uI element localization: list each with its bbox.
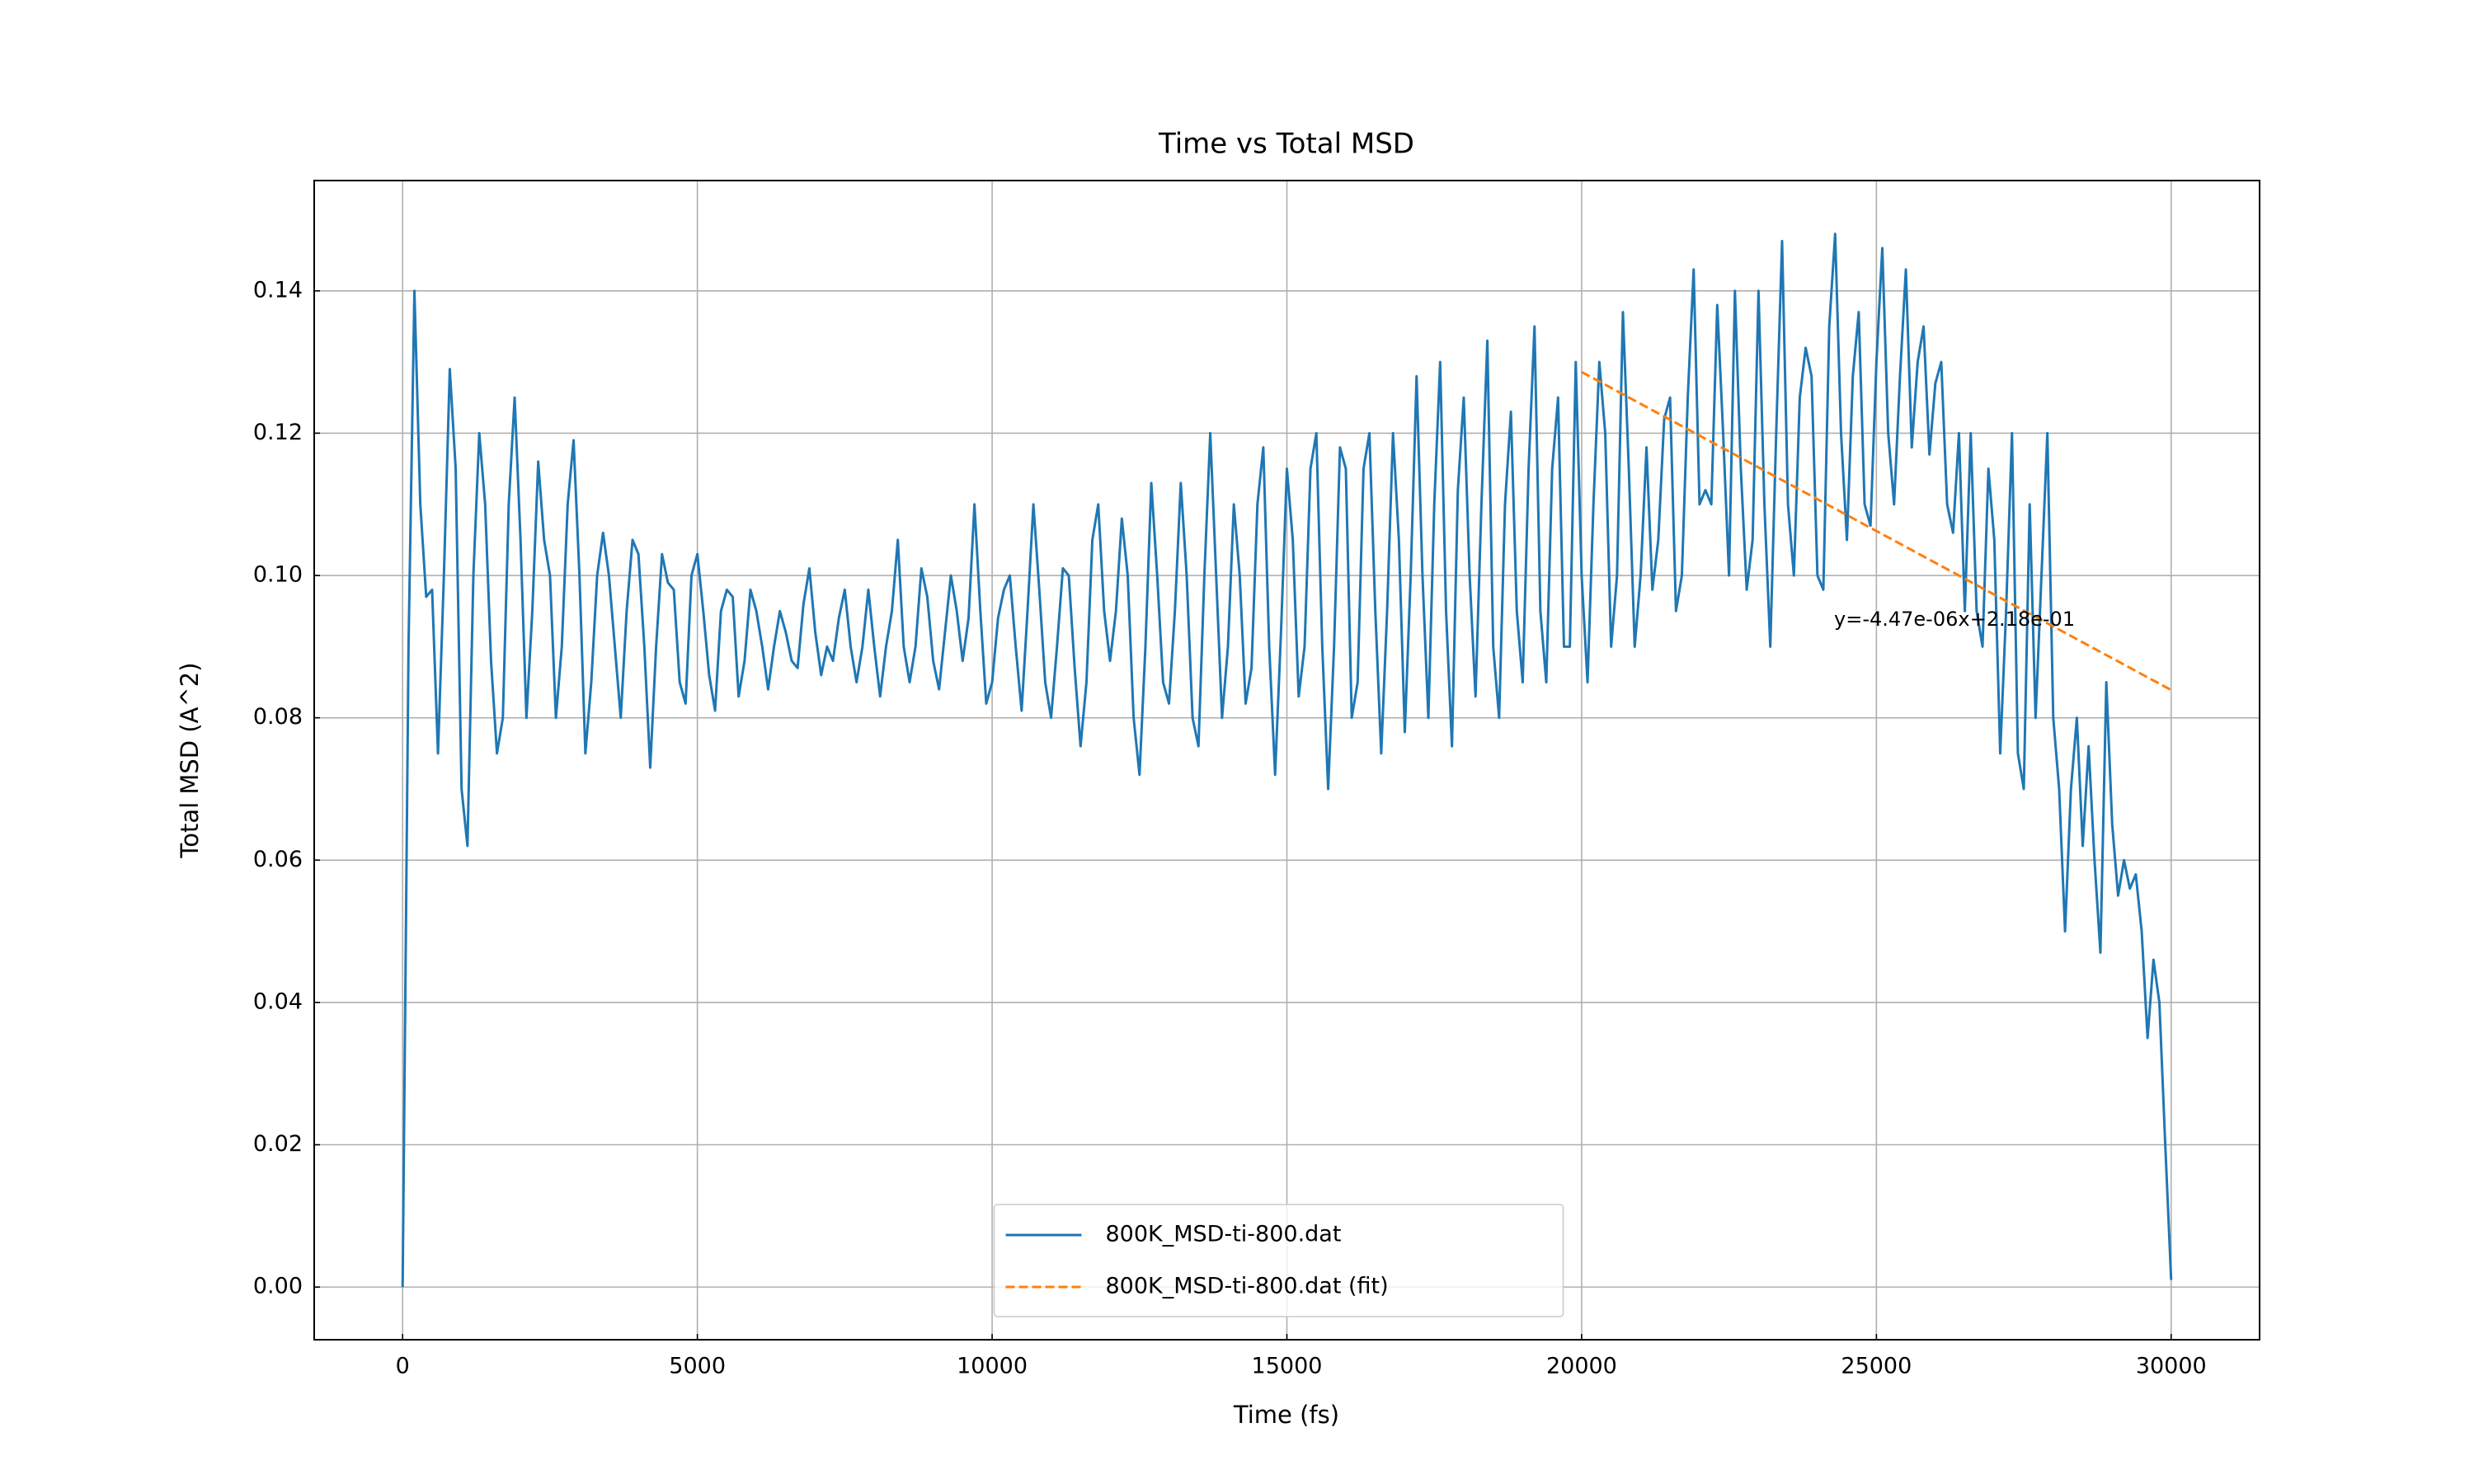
x-tick-label: 15000 xyxy=(1252,1354,1323,1379)
y-tick-label: 0.14 xyxy=(253,277,303,303)
plot-frame xyxy=(313,180,2260,1341)
x-tick-label: 25000 xyxy=(1841,1354,1912,1379)
legend-label: 800K_MSD-ti-800.dat xyxy=(1106,1222,1342,1247)
legend-label: 800K_MSD-ti-800.dat (fit) xyxy=(1106,1274,1389,1299)
y-tick-label: 0.06 xyxy=(253,847,303,872)
x-tick-label: 20000 xyxy=(1546,1354,1617,1379)
x-tick-label: 0 xyxy=(396,1354,410,1379)
y-tick-label: 0.02 xyxy=(253,1131,303,1157)
legend-box xyxy=(993,1204,1564,1317)
fit-annotation: y=-4.47e-06x+2.18e-01 xyxy=(1834,608,2075,631)
data-line xyxy=(401,232,2173,1288)
chart-title: Time vs Total MSD xyxy=(1158,128,1414,161)
y-tick-label: 0.04 xyxy=(253,989,303,1014)
y-tick-label: 0.12 xyxy=(253,420,303,445)
y-tick-label: 0.10 xyxy=(253,562,303,588)
x-tick-label: 10000 xyxy=(957,1354,1028,1379)
y-axis-label: Total MSD (A^2) xyxy=(176,662,204,858)
y-tick-label: 0.00 xyxy=(253,1274,303,1299)
x-tick-label: 30000 xyxy=(2136,1354,2207,1379)
data-line xyxy=(1581,370,2172,692)
y-tick-label: 0.08 xyxy=(253,704,303,730)
x-axis-label: Time (fs) xyxy=(1233,1401,1339,1429)
x-tick-label: 5000 xyxy=(669,1354,726,1379)
